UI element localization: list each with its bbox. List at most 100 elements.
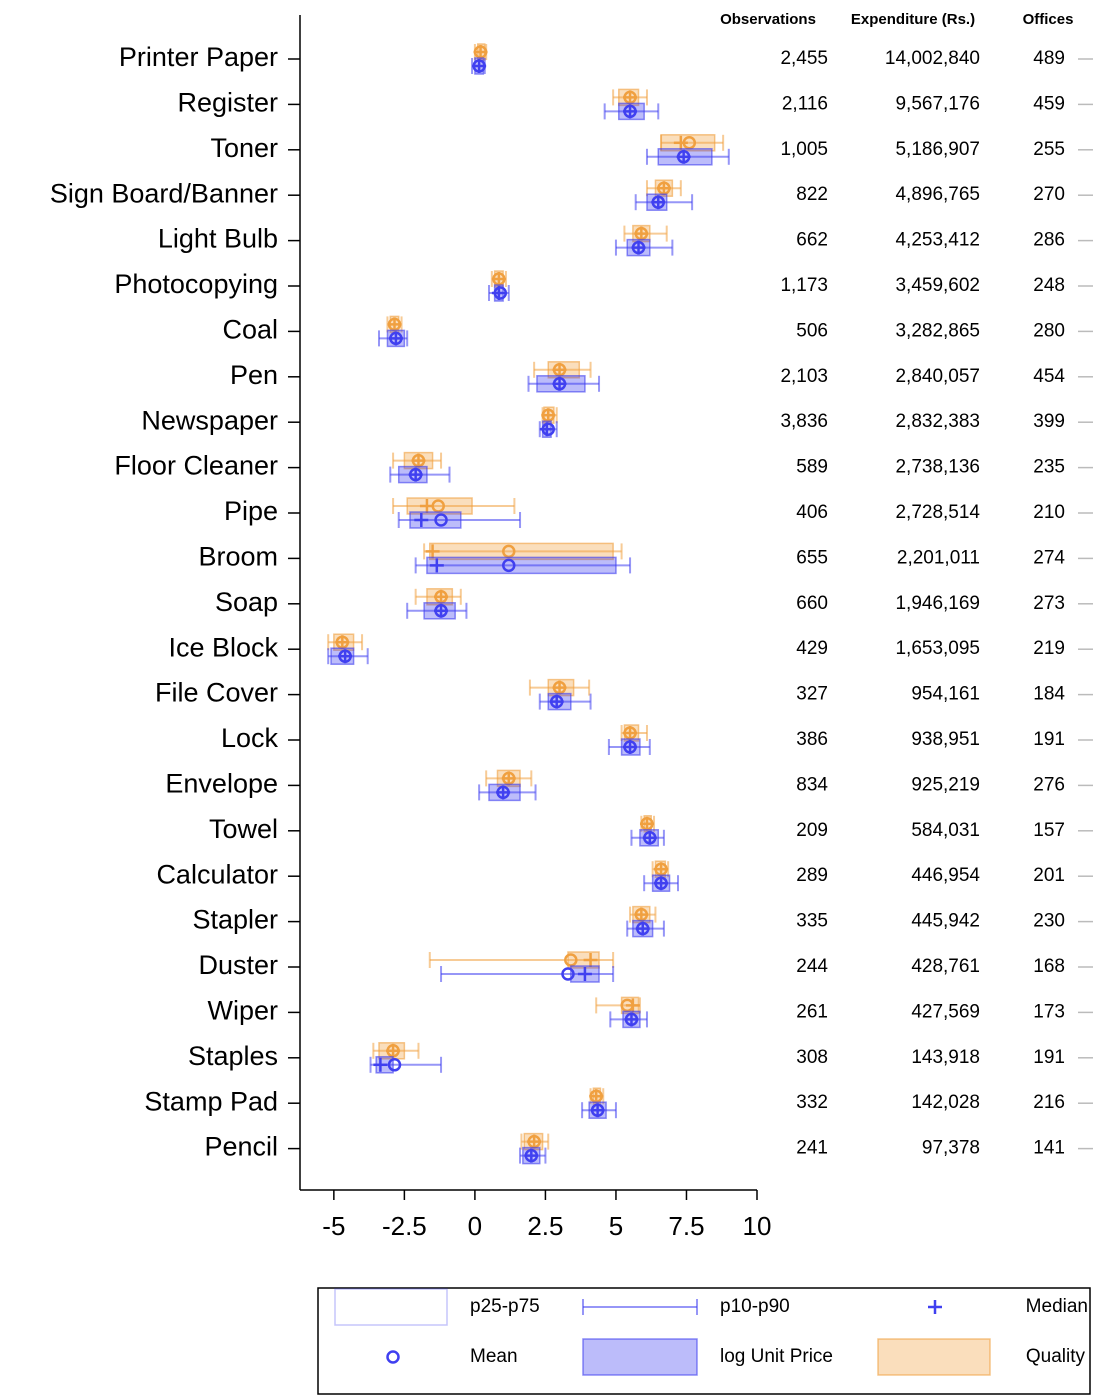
legend-label: Mean bbox=[470, 1346, 518, 1367]
table-cell: 3,836 bbox=[780, 411, 828, 432]
mean bbox=[472, 59, 486, 73]
box bbox=[660, 134, 716, 152]
table-cell: 219 bbox=[1033, 638, 1065, 659]
median bbox=[414, 513, 429, 527]
table-cell: 209 bbox=[796, 820, 828, 841]
mean bbox=[651, 195, 666, 209]
table-cell: 925,219 bbox=[911, 774, 980, 795]
category-label: Soap bbox=[215, 587, 278, 617]
table-cell: 489 bbox=[1033, 48, 1065, 69]
mean bbox=[496, 785, 510, 800]
table-cell: 1,005 bbox=[780, 139, 828, 160]
table-header: Observations bbox=[720, 11, 816, 28]
table-header: Expenditure (Rs.) bbox=[851, 11, 975, 28]
table-cell: 427,569 bbox=[911, 1001, 980, 1022]
table-cell: 274 bbox=[1033, 547, 1065, 568]
mean bbox=[434, 604, 448, 618]
x-tick-label: -5 bbox=[322, 1211, 345, 1241]
table-cell: 1,173 bbox=[780, 275, 828, 296]
category-label: Broom bbox=[198, 542, 278, 572]
mean bbox=[493, 286, 508, 300]
mean bbox=[408, 467, 423, 482]
table-cell: 822 bbox=[796, 184, 828, 205]
category-label: Ice Block bbox=[168, 632, 278, 662]
table-header: Offices bbox=[1023, 11, 1074, 28]
mean bbox=[502, 558, 516, 573]
category-label: Pen bbox=[230, 360, 278, 390]
median bbox=[425, 544, 440, 559]
table-cell: 332 bbox=[796, 1092, 828, 1113]
table-cell: 276 bbox=[1033, 774, 1065, 795]
table-cell: 273 bbox=[1033, 593, 1065, 614]
median bbox=[429, 558, 444, 573]
legend-label: Median bbox=[1026, 1296, 1088, 1317]
table-cell: 230 bbox=[1033, 911, 1065, 932]
category-label: Pipe bbox=[224, 496, 278, 526]
table-cell: 386 bbox=[796, 729, 828, 750]
table-cell: 2,728,514 bbox=[895, 502, 980, 523]
table-cell: 1,946,169 bbox=[895, 593, 980, 614]
category-label: Register bbox=[177, 88, 278, 118]
mean bbox=[624, 1012, 639, 1027]
median bbox=[928, 1300, 942, 1314]
box bbox=[426, 556, 617, 575]
table-cell: 270 bbox=[1033, 184, 1065, 205]
mean bbox=[590, 1103, 605, 1117]
x-tick-label: 0 bbox=[468, 1211, 482, 1241]
legend-label: p10-p90 bbox=[720, 1296, 790, 1317]
mean bbox=[561, 967, 575, 981]
mean bbox=[549, 694, 564, 709]
category-label: Toner bbox=[210, 133, 278, 163]
table-cell: 173 bbox=[1033, 1001, 1065, 1022]
table-cell: 3,282,865 bbox=[895, 320, 980, 341]
table-cell: 289 bbox=[796, 865, 828, 886]
median bbox=[583, 953, 598, 967]
table-cell: 308 bbox=[796, 1047, 828, 1068]
category-label: Lock bbox=[221, 723, 279, 753]
mean bbox=[552, 377, 567, 391]
legend-swatch bbox=[582, 1338, 698, 1376]
table-cell: 216 bbox=[1033, 1092, 1065, 1113]
table-cell: 834 bbox=[796, 774, 828, 795]
mean bbox=[623, 740, 637, 754]
mean bbox=[338, 649, 352, 663]
category-label: Duster bbox=[198, 950, 278, 980]
legend-label: Quality bbox=[1026, 1346, 1086, 1367]
table-cell: 184 bbox=[1033, 684, 1065, 705]
legend-mean-symbol bbox=[386, 1350, 400, 1364]
mean bbox=[623, 104, 637, 119]
table-cell: 1,653,095 bbox=[895, 638, 980, 659]
table-cell: 157 bbox=[1033, 820, 1065, 841]
category-label: Stapler bbox=[192, 905, 278, 935]
table-cell: 459 bbox=[1033, 93, 1065, 114]
table-cell: 2,455 bbox=[780, 48, 828, 69]
legend-swatch bbox=[877, 1338, 991, 1376]
category-label: Photocopying bbox=[114, 269, 278, 299]
category-label: Pencil bbox=[204, 1132, 278, 1162]
table-cell: 445,942 bbox=[911, 911, 980, 932]
x-tick-label: 10 bbox=[743, 1211, 772, 1241]
table-cell: 660 bbox=[796, 593, 828, 614]
mean bbox=[631, 240, 646, 255]
category-label: Towel bbox=[209, 814, 278, 844]
table-cell: 335 bbox=[796, 911, 828, 932]
table-cell: 168 bbox=[1033, 956, 1065, 977]
table-cell: 2,201,011 bbox=[897, 547, 980, 568]
mean bbox=[524, 1148, 539, 1163]
table-cell: 938,951 bbox=[911, 729, 980, 750]
table-cell: 2,738,136 bbox=[895, 457, 980, 478]
category-label: Newspaper bbox=[141, 405, 278, 435]
category-label: Wiper bbox=[207, 996, 278, 1026]
category-label: Sign Board/Banner bbox=[50, 178, 278, 208]
table-cell: 280 bbox=[1033, 320, 1065, 341]
mean bbox=[676, 150, 691, 164]
table-cell: 2,103 bbox=[780, 366, 828, 387]
table-cell: 5,186,907 bbox=[895, 139, 980, 160]
category-label: Calculator bbox=[156, 859, 278, 889]
legend-frame bbox=[317, 1287, 1091, 1395]
table-cell: 235 bbox=[1033, 457, 1065, 478]
table-cell: 589 bbox=[796, 457, 828, 478]
table-cell: 286 bbox=[1033, 230, 1065, 251]
table-cell: 2,840,057 bbox=[895, 366, 980, 387]
table-cell: 141 bbox=[1033, 1138, 1065, 1159]
